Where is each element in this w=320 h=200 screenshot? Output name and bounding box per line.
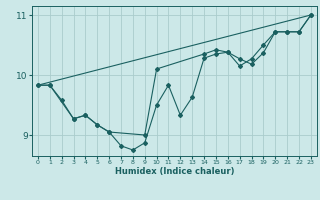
X-axis label: Humidex (Indice chaleur): Humidex (Indice chaleur): [115, 167, 234, 176]
